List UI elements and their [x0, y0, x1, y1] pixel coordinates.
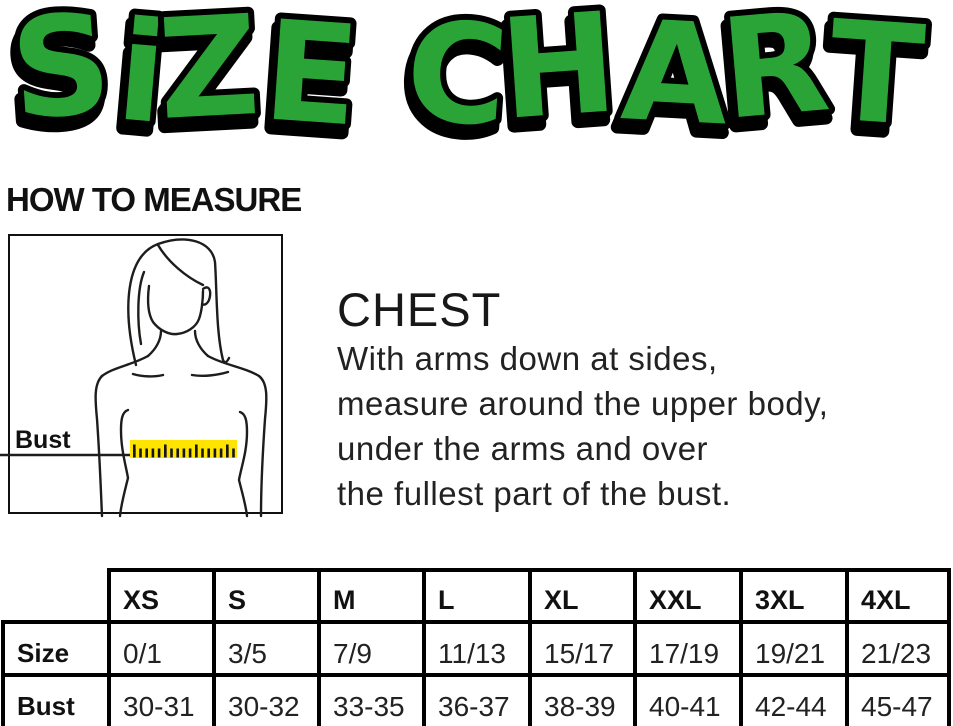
figure-torso-left: [118, 408, 130, 518]
figure-hair-inner-line: [137, 270, 146, 346]
size-table-blank-cell: [3, 570, 109, 622]
figure-neck-left: [146, 329, 163, 358]
size-value-cell: 17/19: [633, 620, 743, 677]
size-value-cell: 7/9: [317, 620, 426, 677]
size-col-header-m: M: [317, 568, 426, 624]
size-row-label: Size: [1, 620, 111, 677]
title-text: SiZE CHART: [6, 0, 929, 158]
chest-instruction-line: the fullest part of the bust.: [337, 474, 732, 512]
measure-figure-box: Bust: [0, 234, 283, 518]
size-chart-title: SiZE CHART SiZE CHART: [0, 0, 935, 158]
bust-row-label: Bust: [1, 673, 111, 726]
bust-value-cell: 38-39: [528, 673, 637, 726]
size-col-header-4xl: 4XL: [845, 568, 951, 624]
figure-shoulder-left: [100, 354, 150, 378]
size-col-header-s: S: [212, 568, 321, 624]
figure-torso-right: [237, 410, 249, 518]
bust-value-cell: 33-35: [317, 673, 426, 726]
female-torso-figure: Bust: [0, 238, 268, 518]
figure-arm-left: [94, 374, 104, 518]
size-value-cell: 3/5: [212, 620, 321, 677]
bust-value-cell: 30-31: [107, 673, 216, 726]
title-shadow-text: SiZE CHART: [3, 0, 926, 158]
size-value-cell: 21/23: [845, 620, 951, 677]
size-col-header-xs: XS: [107, 568, 216, 624]
size-value-cell: 19/21: [739, 620, 849, 677]
figure-neck-right: [193, 329, 210, 358]
bust-value-cell: 36-37: [422, 673, 532, 726]
how-to-measure-heading: HOW TO MEASURE: [6, 181, 302, 218]
figure-arm-right: [257, 374, 268, 518]
size-value-cell: 15/17: [528, 620, 637, 677]
size-value-cell: 11/13: [422, 620, 532, 677]
size-col-header-xxl: XXL: [633, 568, 743, 624]
bust-value-cell: 40-41: [633, 673, 743, 726]
size-table-row-size: Size 0/1 3/5 7/9 11/13 15/17 17/19 19/21…: [1, 620, 951, 677]
size-table-row-bust: Bust 30-31 30-32 33-35 36-37 38-39 40-41…: [1, 673, 951, 726]
size-table: XS S M L XL XXL 3XL 4XL Size 0/1 3/5 7/9…: [1, 568, 951, 726]
figure-hair-outline: [127, 238, 231, 367]
bust-value-cell: 42-44: [739, 673, 849, 726]
figure-fringe-line: [156, 243, 205, 287]
size-table-header-row: XS S M L XL XXL 3XL 4XL: [3, 568, 951, 624]
chest-instruction-line: measure around the upper body,: [337, 384, 829, 422]
chest-instruction-block: CHEST With arms down at sides, measure a…: [337, 284, 828, 516]
figure-ear: [200, 286, 212, 306]
size-col-header-xl: XL: [528, 568, 637, 624]
size-value-cell: 0/1: [107, 620, 216, 677]
figure-bust-label: Bust: [15, 426, 71, 454]
size-col-header-3xl: 3XL: [739, 568, 849, 624]
size-col-header-l: L: [422, 568, 532, 624]
chest-instruction-line: With arms down at sides,: [337, 339, 718, 377]
chest-heading: CHEST: [337, 283, 502, 336]
chest-instruction-line: under the arms and over: [337, 429, 709, 467]
figure-collarbone-right: [190, 370, 230, 377]
figure-collarbone-left: [131, 372, 165, 378]
bust-value-cell: 45-47: [845, 673, 951, 726]
figure-face-outline: [146, 284, 205, 336]
figure-shoulder-right: [206, 354, 261, 378]
bust-value-cell: 30-32: [212, 673, 321, 726]
